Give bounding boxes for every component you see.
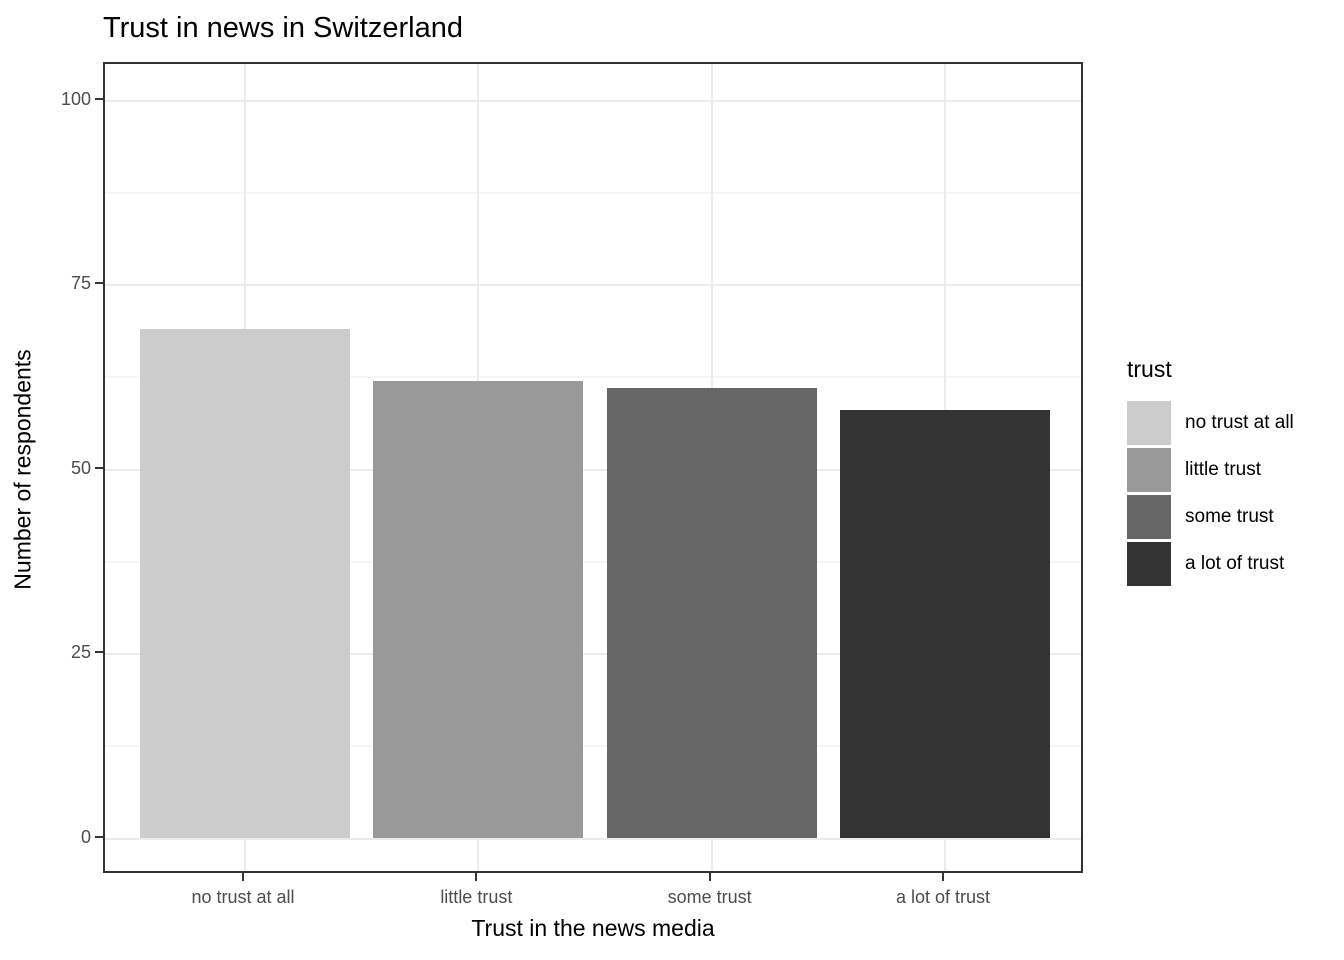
y-tick-label-0: 0 [80, 826, 91, 847]
y-tick-mark-100 [95, 97, 103, 100]
chart-title: Trust in news in Switzerland [103, 12, 463, 44]
legend-label: a lot of trust [1185, 553, 1285, 574]
y-tick-mark-25 [95, 651, 103, 653]
x-tick-mark-0 [242, 873, 244, 881]
legend-rows: no trust at all little trust some trust a l… [1127, 401, 1342, 586]
legend-title: trust [1127, 356, 1172, 382]
gridline-major-y-0 [105, 837, 1081, 840]
x-tick-label-no-trust-at-all: no trust at all [191, 887, 295, 907]
gridline-minor-y-37.5 [105, 560, 1081, 563]
bar-a-lot-of-trust [840, 410, 1050, 839]
legend-swatch-icon [1127, 495, 1171, 539]
legend-label: some trust [1185, 506, 1274, 527]
legend-row-little-trust: little trust [1127, 448, 1342, 492]
x-tick-label-a-lot-of-trust: a lot of trust [895, 887, 991, 907]
legend-label: no trust at all [1185, 412, 1294, 433]
gridline-major-y-100 [105, 99, 1081, 102]
x-tick-mark-1 [475, 873, 478, 881]
gridline-minor-y-12.5 [105, 745, 1081, 748]
gridline-major-y-25 [105, 653, 1081, 655]
legend-swatch-icon [1127, 448, 1171, 492]
x-tick-label-little-trust: little trust [440, 887, 513, 907]
x-tick-mark-2 [708, 873, 711, 881]
legend-swatch-icon [1127, 401, 1171, 445]
y-tick-label-100: 100 [60, 88, 91, 109]
gridline-minor-y-62.5 [105, 376, 1081, 379]
y-tick-mark-50 [95, 466, 103, 469]
y-tick-label-75: 75 [70, 273, 91, 293]
y-tick-mark-75 [95, 282, 103, 284]
bar-little-trust [373, 380, 584, 839]
gridline-major-y-75 [105, 284, 1081, 286]
y-tick-label-50: 50 [70, 457, 91, 478]
gridline-minor-y-87.5 [105, 191, 1081, 194]
gridline-major-y-50 [105, 468, 1081, 471]
legend-label: little trust [1185, 459, 1262, 480]
bar-some-trust [606, 388, 817, 839]
legend-row-no-trust-at-all: no trust at all [1127, 401, 1342, 445]
legend-row-a-lot-of-trust: a lot of trust [1127, 542, 1342, 586]
x-tick-label-some-trust: some trust [667, 887, 752, 907]
x-axis-title: Trust in the news media [471, 915, 715, 941]
legend-swatch-icon [1127, 542, 1171, 586]
x-tick-mark-3 [942, 873, 944, 881]
y-tick-mark-0 [95, 835, 103, 838]
legend: trust no trust at all little trust some tr… [1127, 356, 1342, 589]
plot-panel [103, 62, 1083, 873]
y-tick-label-25: 25 [70, 642, 91, 662]
bar-no-trust-at-all [140, 329, 350, 839]
legend-row-some-trust: some trust [1127, 495, 1342, 539]
